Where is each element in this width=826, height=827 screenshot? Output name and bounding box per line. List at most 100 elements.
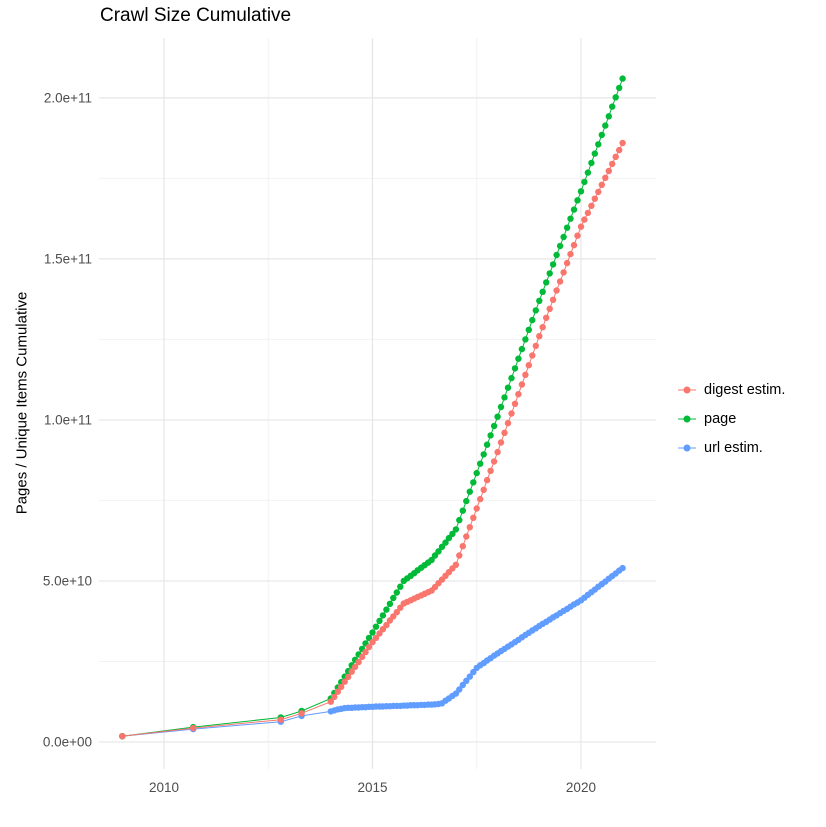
data-point bbox=[543, 279, 550, 286]
data-point bbox=[539, 324, 546, 331]
data-point bbox=[525, 326, 532, 333]
data-point bbox=[504, 384, 512, 391]
data-point bbox=[490, 422, 498, 430]
data-point bbox=[515, 391, 522, 398]
data-point bbox=[355, 658, 362, 666]
data-point bbox=[560, 269, 567, 276]
data-point bbox=[609, 103, 616, 110]
data-point bbox=[393, 609, 400, 616]
gridlines-major bbox=[99, 38, 656, 769]
data-point bbox=[473, 469, 480, 477]
data-point bbox=[546, 270, 553, 277]
data-point bbox=[459, 681, 466, 689]
data-point bbox=[338, 683, 345, 691]
legend-key-icon bbox=[678, 386, 696, 394]
data-point bbox=[473, 505, 480, 512]
data-point bbox=[298, 710, 305, 717]
data-point bbox=[351, 663, 359, 671]
data-point bbox=[358, 653, 366, 661]
data-point bbox=[598, 131, 605, 139]
data-point bbox=[539, 288, 546, 295]
data-point bbox=[445, 534, 453, 542]
data-point bbox=[483, 476, 491, 484]
data-point bbox=[348, 668, 355, 675]
data-point bbox=[616, 84, 623, 92]
data-point bbox=[556, 278, 564, 285]
data-point bbox=[518, 381, 526, 388]
data-point bbox=[438, 543, 446, 550]
legend-item-url-estim: url estim. bbox=[676, 437, 785, 459]
data-point bbox=[588, 202, 595, 209]
data-point bbox=[459, 543, 466, 550]
legend: digest estim. page url estim. bbox=[676, 379, 785, 466]
data-point bbox=[456, 686, 463, 693]
data-point bbox=[365, 643, 373, 651]
data-point bbox=[383, 621, 390, 629]
data-point bbox=[508, 410, 515, 417]
data-point bbox=[602, 174, 609, 181]
data-point bbox=[616, 146, 623, 154]
x-axis-tick-labels: 2010 2015 2020 bbox=[149, 780, 596, 795]
data-point bbox=[490, 458, 498, 465]
gridlines-minor bbox=[99, 38, 656, 769]
data-point bbox=[470, 479, 477, 486]
data-point bbox=[497, 439, 505, 446]
data-point bbox=[605, 167, 612, 175]
data-point bbox=[190, 724, 197, 732]
legend-item-page: page bbox=[676, 408, 785, 430]
data-point bbox=[327, 698, 334, 705]
data-point bbox=[477, 495, 484, 503]
data-point bbox=[536, 333, 543, 340]
data-point bbox=[397, 583, 404, 590]
data-point bbox=[372, 634, 380, 642]
data-point bbox=[379, 612, 387, 619]
data-point bbox=[532, 307, 539, 314]
data-point bbox=[428, 556, 435, 564]
x-tick-label: 2020 bbox=[566, 780, 596, 795]
legend-label: url estim. bbox=[704, 440, 763, 456]
data-point bbox=[369, 638, 376, 646]
data-point bbox=[556, 242, 564, 250]
data-point bbox=[463, 533, 470, 540]
data-point bbox=[393, 589, 400, 596]
data-point bbox=[563, 224, 571, 231]
data-point bbox=[567, 250, 574, 258]
legend-label: page bbox=[704, 411, 737, 427]
data-point bbox=[376, 617, 383, 625]
data-point bbox=[584, 169, 592, 176]
data-point bbox=[466, 673, 473, 680]
data-point bbox=[518, 345, 526, 353]
y-tick-label: 1.5e+11 bbox=[44, 251, 92, 266]
series-digest-estim bbox=[119, 139, 626, 740]
data-point bbox=[463, 677, 470, 684]
data-point bbox=[466, 488, 473, 495]
data-point bbox=[463, 497, 470, 505]
data-point bbox=[525, 362, 532, 369]
data-point bbox=[574, 197, 581, 204]
y-tick-label: 1.0e+11 bbox=[44, 412, 92, 427]
data-point bbox=[581, 178, 588, 186]
data-point bbox=[369, 629, 376, 636]
data-point bbox=[504, 419, 512, 427]
data-point bbox=[501, 394, 508, 401]
data-point bbox=[362, 648, 369, 656]
data-point bbox=[456, 516, 463, 524]
legend-label: digest estim. bbox=[704, 382, 786, 398]
data-point bbox=[570, 241, 578, 249]
data-point bbox=[119, 733, 126, 740]
data-point bbox=[459, 507, 466, 514]
data-point bbox=[536, 297, 543, 304]
data-point bbox=[477, 460, 484, 467]
data-point bbox=[487, 432, 494, 439]
data-point bbox=[581, 216, 588, 223]
data-point bbox=[431, 552, 439, 559]
data-point bbox=[372, 623, 380, 630]
data-point bbox=[341, 678, 348, 685]
y-tick-label: 5.0e+10 bbox=[43, 573, 92, 588]
data-point bbox=[494, 413, 501, 420]
series-page bbox=[119, 75, 626, 740]
data-point bbox=[480, 486, 487, 493]
data-point bbox=[277, 716, 284, 723]
chart-title: Crawl Size Cumulative bbox=[100, 5, 292, 26]
